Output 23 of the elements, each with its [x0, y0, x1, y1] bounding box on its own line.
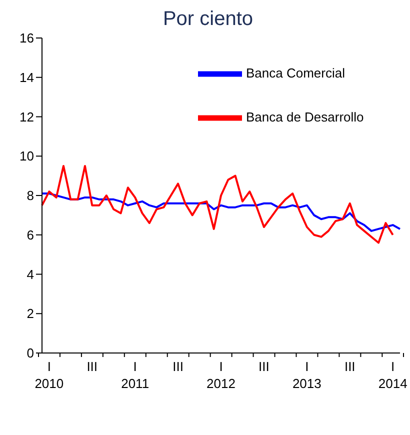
y-tick-label: 10: [20, 148, 34, 164]
chart-title: Por ciento: [162, 8, 254, 30]
y-tick-label: 12: [20, 109, 34, 124]
x-tick-label: I 2011: [121, 359, 150, 391]
line-series: [41, 164, 394, 244]
x-tick-label: III: [172, 359, 184, 374]
x-tick-label: III: [86, 359, 98, 374]
y-tick-label: 4: [26, 266, 34, 282]
legend-label: Banca de Desarrollo: [246, 109, 364, 124]
y-tick-label: 6: [26, 227, 34, 242]
x-tick-label: I 2012: [206, 359, 236, 391]
x-tick-label: III: [344, 359, 356, 374]
legend-label: Banca Comercial: [246, 65, 345, 80]
y-tick-label: 0: [26, 346, 34, 361]
y-tick-label: 2: [26, 306, 34, 322]
y-tick-label: 16: [20, 30, 34, 46]
x-tick-label: I 2010: [34, 359, 64, 391]
y-tick-label: 14: [20, 70, 34, 85]
x-tick-label: III: [258, 359, 270, 374]
x-tick-label: I 2013: [292, 359, 322, 391]
x-tick-label: I 2014: [378, 359, 408, 391]
line-series: [41, 192, 401, 232]
y-tick-label: 8: [26, 188, 34, 204]
